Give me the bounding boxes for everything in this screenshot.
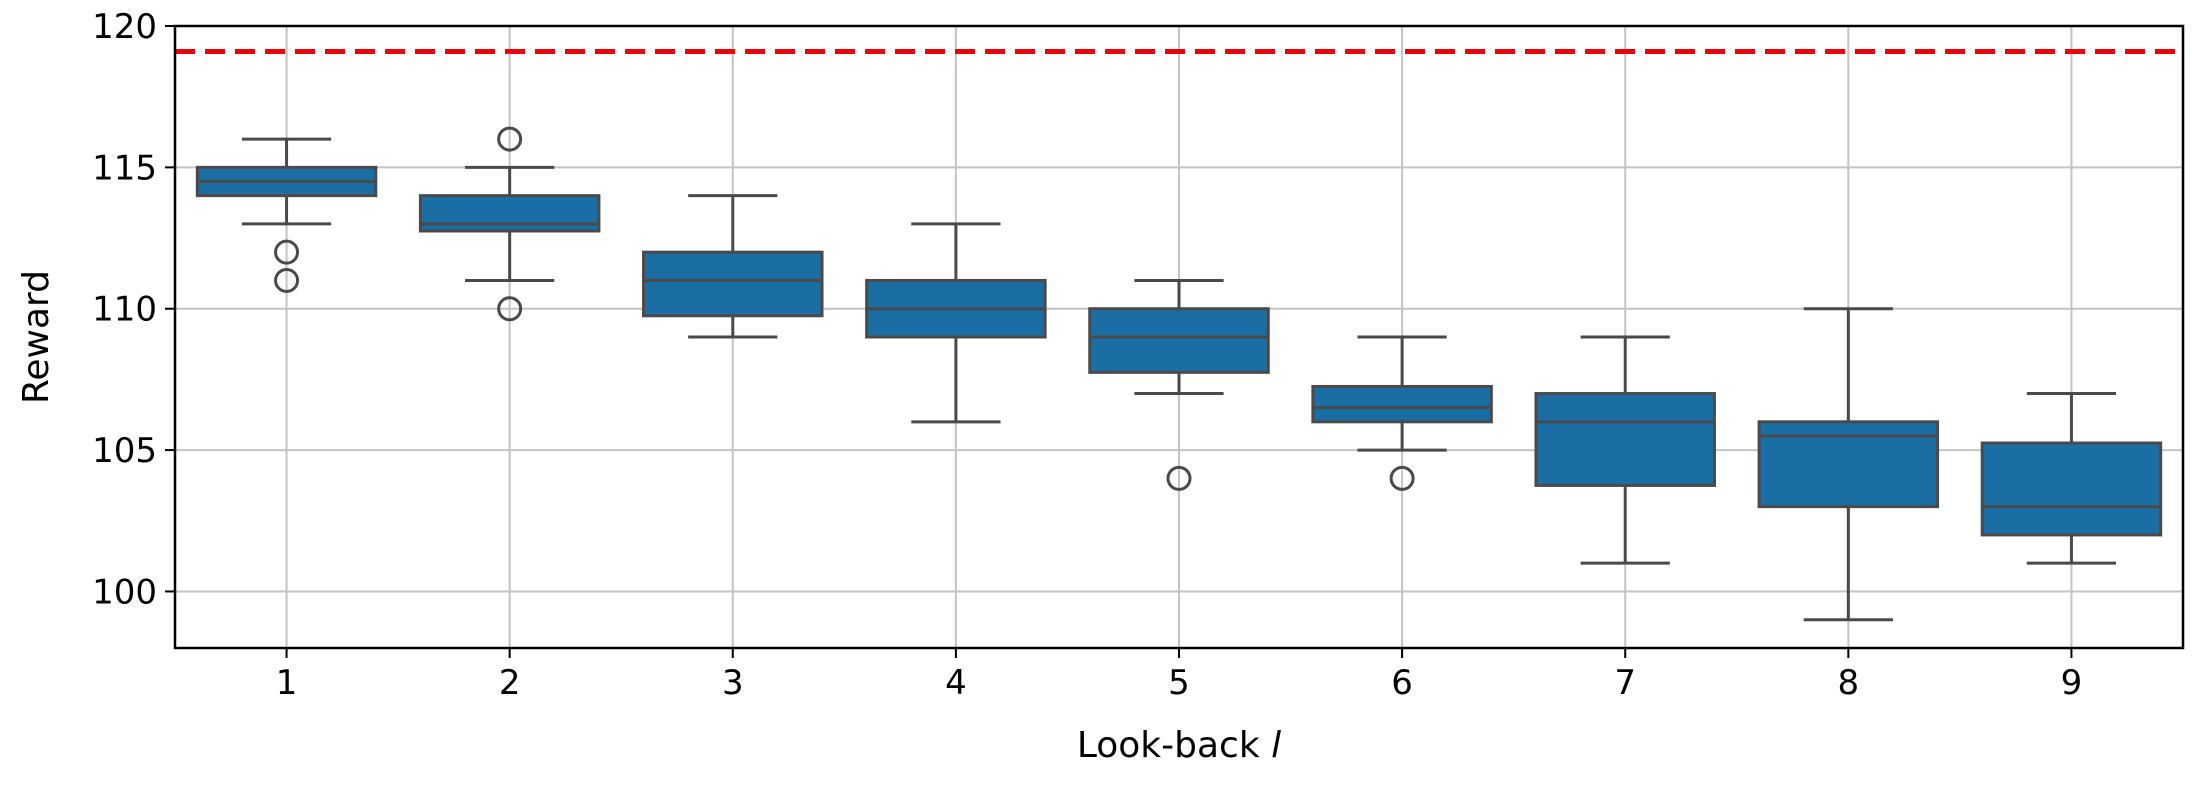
x-tick-label: 4	[945, 663, 967, 703]
iqr-box	[1534, 392, 1716, 487]
iqr-box	[1980, 441, 2163, 537]
y-axis-label: Reward	[16, 270, 57, 404]
y-tick-label: 120	[92, 7, 157, 47]
x-axis-label-text: Look-back	[1077, 725, 1260, 766]
box-6	[1311, 335, 1493, 491]
y-tick-label: 110	[92, 290, 157, 330]
y-tick-label: 105	[92, 431, 157, 471]
x-tick-label: 1	[276, 663, 298, 703]
outlier-point	[274, 239, 300, 265]
box-7	[1534, 335, 1716, 565]
x-axis-label-symbol: l	[1271, 725, 1281, 766]
outlier-point	[497, 296, 523, 322]
x-tick-label: 9	[2061, 663, 2083, 703]
outlier-point	[1166, 465, 1192, 491]
box-1	[195, 137, 378, 293]
iqr-box	[642, 250, 824, 318]
box-4	[865, 222, 1047, 424]
outlier-point	[274, 267, 300, 293]
box-8	[1757, 307, 1940, 622]
x-tick-label: 2	[499, 663, 521, 703]
x-tick-label: 6	[1391, 663, 1413, 703]
box-2	[418, 126, 601, 322]
iqr-box	[418, 194, 601, 233]
x-tick-label: 3	[722, 663, 744, 703]
y-tick-label: 100	[92, 572, 157, 612]
outlier-point	[497, 126, 523, 152]
box-5	[1088, 278, 1270, 491]
iqr-box	[1088, 307, 1270, 374]
plot-frame	[173, 24, 2185, 650]
box-3	[642, 194, 824, 339]
box-9	[1980, 392, 2163, 565]
y-tick-label: 115	[92, 148, 157, 188]
outlier-point	[1389, 465, 1415, 491]
x-axis-label: Look-back l	[1077, 725, 1281, 766]
x-tick-label: 7	[1614, 663, 1636, 703]
x-tick-label: 8	[1838, 663, 1860, 703]
iqr-box	[1311, 384, 1493, 424]
box-layer	[195, 126, 2163, 622]
x-tick-label: 5	[1168, 663, 1190, 703]
tick-layer: 100 105 110 115 120 1 2 3 4 5 6 7 8 9	[92, 7, 2082, 703]
